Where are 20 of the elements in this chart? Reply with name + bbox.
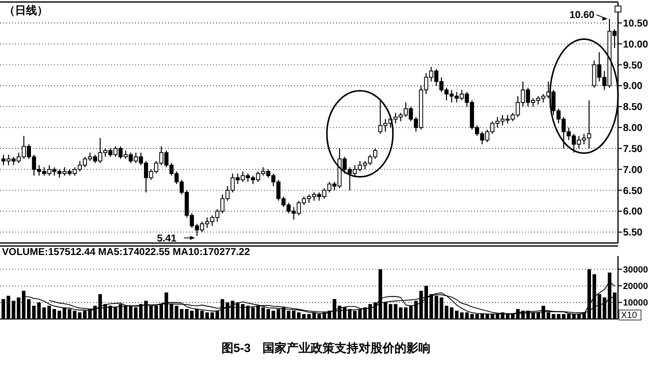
annotation: 10.60 — [569, 10, 595, 22]
text: X10 — [621, 310, 638, 320]
y-tick-label: 10000 — [623, 298, 648, 308]
y-tick-label: 6.00 — [623, 206, 643, 218]
y-tick-label: 6.50 — [623, 186, 643, 197]
y-tick-label: 30000 — [623, 264, 648, 274]
y-tick-label: 20000 — [623, 280, 648, 291]
y-tick-label: 10.50 — [623, 18, 648, 30]
caption: 图5-3 国家产业政策支持对股价的影响 — [221, 341, 431, 355]
y-tick-label: 8.00 — [623, 123, 643, 134]
y-tick-label: 7.50 — [623, 144, 643, 155]
y-tick-label: 10.00 — [623, 39, 648, 50]
y-tick-label: 9.50 — [623, 60, 643, 72]
y-tick-label: 8.50 — [623, 102, 643, 114]
y-tick-label: 9.00 — [623, 81, 643, 92]
chart-title: （日线） — [4, 4, 48, 17]
annotation: 5.41 — [156, 233, 177, 244]
y-tick-label: 7.00 — [623, 164, 643, 176]
annotation: VOLUME:157512.44 MA5:174022.55 MA10:170277.22 — [2, 247, 250, 258]
y-tick-label: 5.50 — [623, 228, 643, 239]
